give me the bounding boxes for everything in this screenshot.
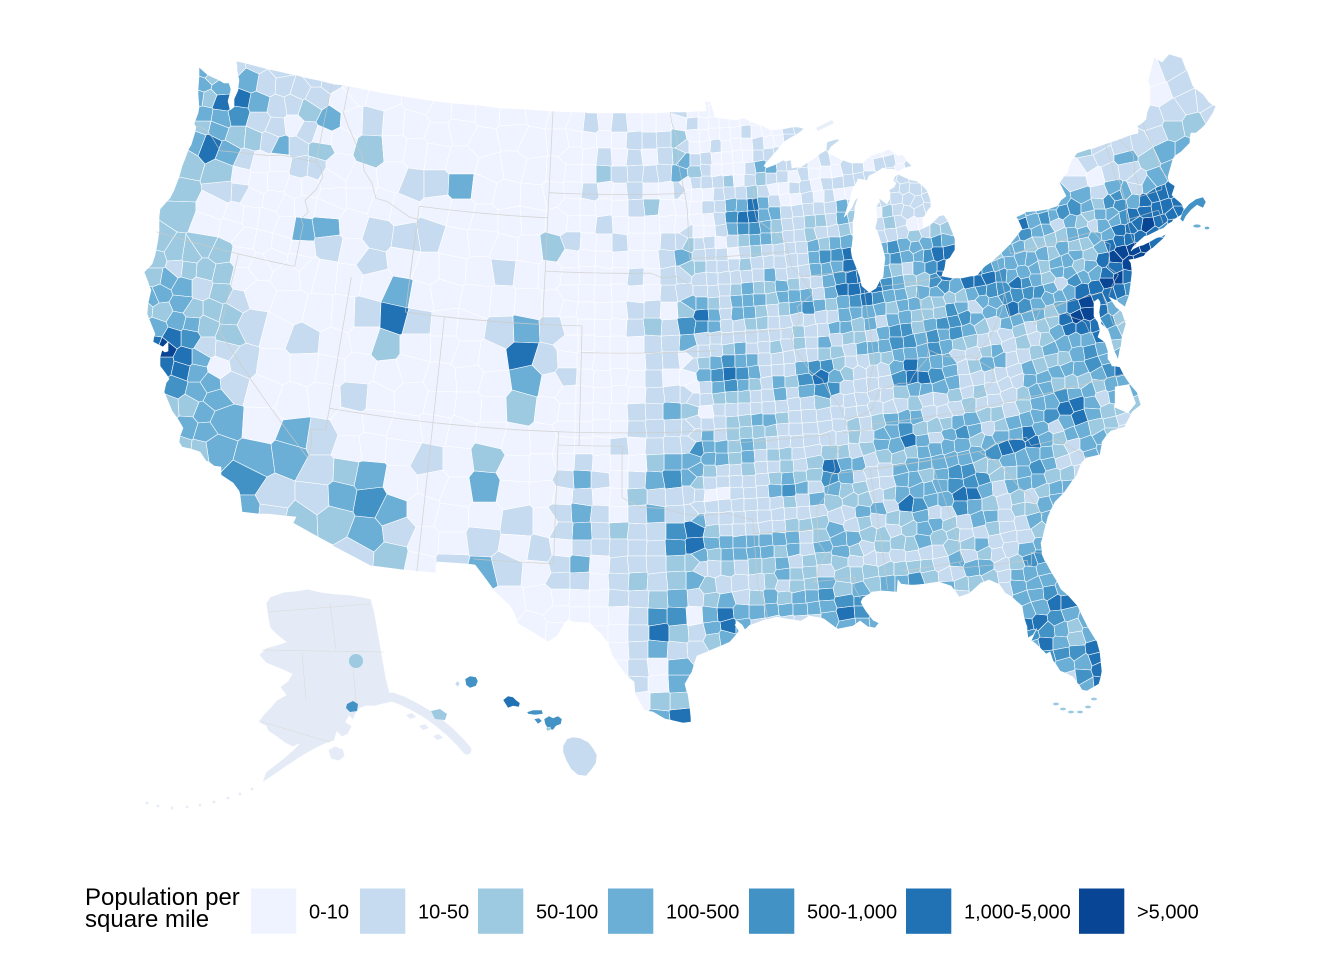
svg-text:square mile: square mile: [85, 906, 209, 933]
svg-text:0-10: 0-10: [309, 902, 349, 924]
svg-text:500-1,000: 500-1,000: [807, 902, 897, 924]
svg-text:>5,000: >5,000: [1137, 902, 1199, 924]
svg-text:1,000-5,000: 1,000-5,000: [964, 902, 1071, 924]
svg-text:50-100: 50-100: [536, 902, 598, 924]
svg-text:10-50: 10-50: [418, 902, 469, 924]
svg-text:100-500: 100-500: [666, 902, 739, 924]
svg-text:Population per: Population per: [85, 884, 240, 911]
